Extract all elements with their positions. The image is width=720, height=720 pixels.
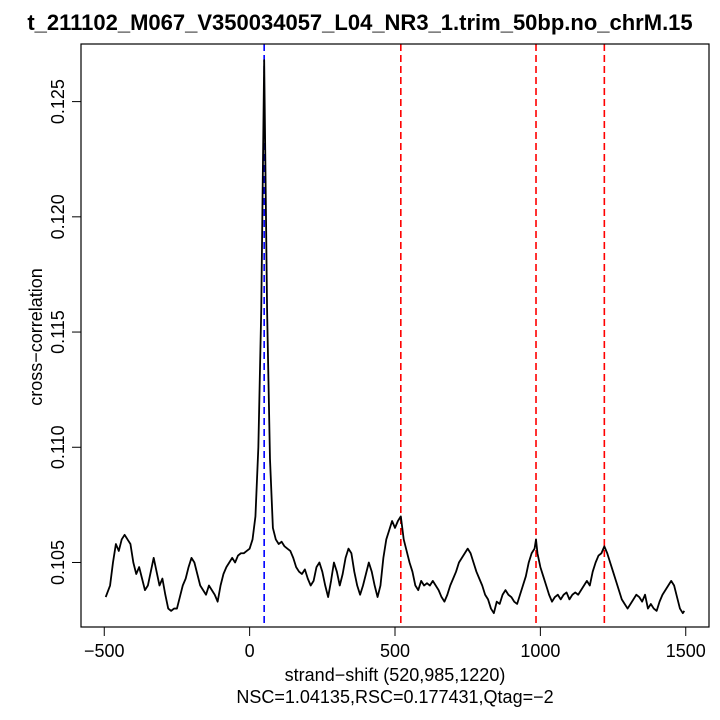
y-tick-label: 0.110 xyxy=(48,425,68,469)
chart-subtitle: NSC=1.04135,RSC=0.177431,Qtag=−2 xyxy=(236,687,553,707)
x-axis: −500 0 500 1000 1500 xyxy=(84,626,706,661)
marker-lines xyxy=(263,44,606,627)
x-tick-label: 500 xyxy=(380,641,410,661)
y-tick-label: 0.105 xyxy=(48,540,68,585)
x-tick-label: −500 xyxy=(84,641,125,661)
y-tick-label: 0.120 xyxy=(48,194,68,239)
y-tick-label: 0.125 xyxy=(48,79,68,124)
x-tick-label: 0 xyxy=(245,641,255,661)
y-axis-label: cross−correlation xyxy=(26,268,46,406)
series-line-1 xyxy=(104,59,686,615)
series-layer xyxy=(104,59,686,615)
x-axis-label: strand−shift (520,985,1220) xyxy=(285,665,506,685)
x-tick-label: 1000 xyxy=(520,641,560,661)
plot-frame xyxy=(80,43,710,628)
chart-title: t_211102_M067_V350034057_L04_NR3_1.trim_… xyxy=(27,10,692,35)
y-tick-label: 0.115 xyxy=(48,310,68,354)
x-tick-label: 1500 xyxy=(666,641,706,661)
y-axis: 0.105 0.110 0.115 0.120 0.125 xyxy=(48,79,81,585)
